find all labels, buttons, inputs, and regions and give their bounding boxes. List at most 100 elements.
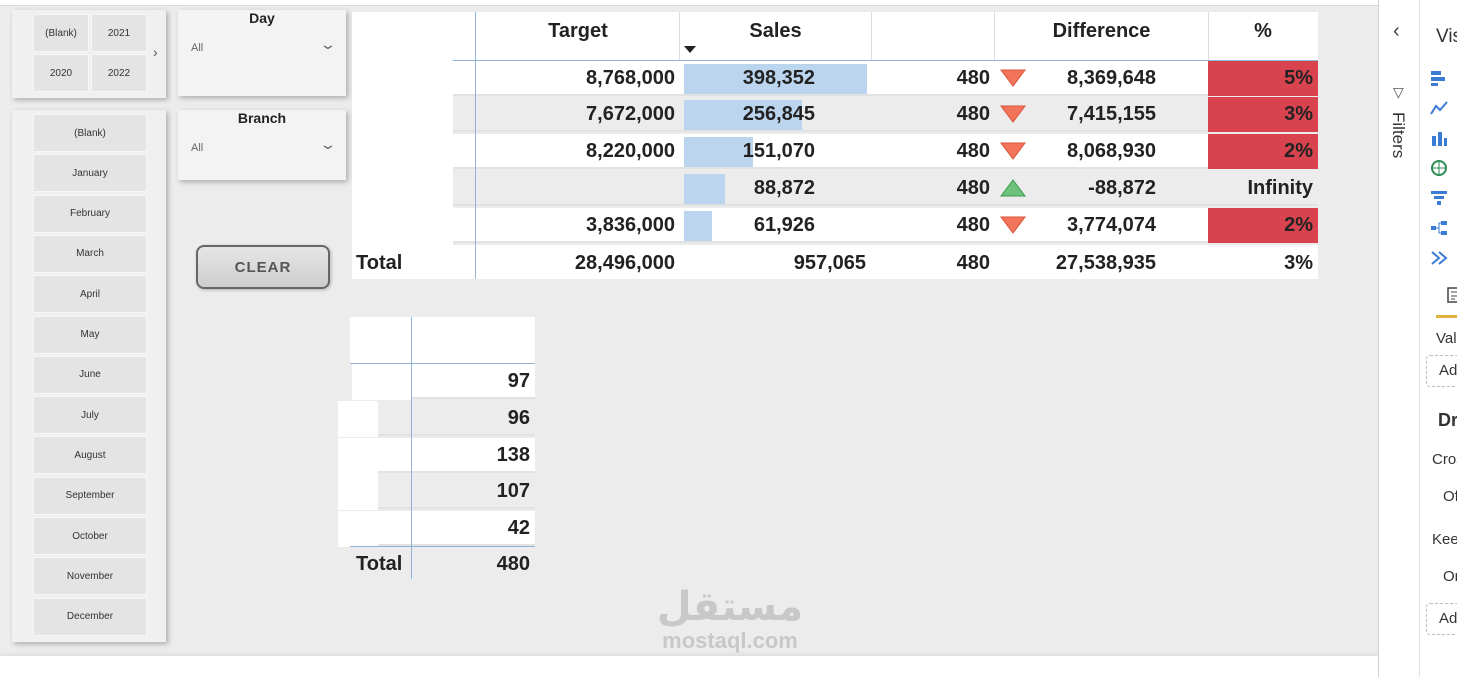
- table-row[interactable]: [453, 61, 1318, 96]
- header-percent[interactable]: %: [1254, 20, 1272, 42]
- target-cell: 3,836,000: [586, 214, 675, 236]
- sales-cell: 256,845: [742, 103, 815, 125]
- on-toggle-label[interactable]: Or: [1443, 568, 1457, 585]
- table-row[interactable]: [453, 134, 1318, 169]
- add-data-field-box[interactable]: Ad: [1426, 355, 1457, 387]
- sales-databar: [684, 100, 802, 130]
- chevron-double-icon[interactable]: [1429, 248, 1449, 268]
- trend-down-icon: [1000, 142, 1026, 160]
- sales-cell: 88,872: [753, 177, 815, 199]
- table-row[interactable]: [378, 400, 535, 436]
- month-tile[interactable]: (Blank): [33, 114, 147, 152]
- percent-highlight: [1208, 97, 1318, 132]
- row-header-mask: [352, 61, 453, 245]
- target-cell: 7,672,000: [586, 103, 675, 125]
- month-tile[interactable]: May: [33, 315, 147, 354]
- watermark-arabic: مستقل: [656, 584, 804, 630]
- trend-down-icon: [1000, 69, 1026, 87]
- column-divider: [994, 12, 995, 60]
- chevron-left-icon[interactable]: ‹: [1393, 20, 1400, 42]
- month-tile[interactable]: October: [33, 517, 147, 555]
- filters-label[interactable]: Filters: [1389, 112, 1408, 159]
- day-dropdown-value: All: [191, 42, 204, 54]
- month-tile[interactable]: April: [33, 275, 147, 314]
- table-row[interactable]: [378, 511, 535, 547]
- day-dropdown-title: Day: [249, 10, 275, 26]
- table-row[interactable]: [378, 474, 535, 510]
- count-header-underline: [350, 363, 535, 364]
- count-total-value: 480: [496, 553, 530, 575]
- percent-cell: 3%: [1284, 103, 1313, 125]
- year-tile-2020[interactable]: 2020: [33, 54, 89, 92]
- column-divider: [411, 317, 412, 579]
- year-tile-2022[interactable]: 2022: [91, 54, 147, 92]
- chevron-down-icon[interactable]: ⌄: [319, 136, 337, 152]
- table-header-bg: [352, 12, 1318, 61]
- month-tile[interactable]: January: [33, 154, 147, 193]
- month-tile[interactable]: June: [33, 355, 147, 394]
- globe-icon[interactable]: [1429, 158, 1449, 178]
- count-cell: 480: [956, 67, 990, 89]
- total-difference: 27,538,935: [1055, 252, 1156, 274]
- day-dropdown[interactable]: Day All ⌄: [178, 10, 346, 96]
- chevron-right-icon[interactable]: ›: [153, 44, 158, 60]
- total-row: [352, 245, 1318, 279]
- drill-through-label: Dr: [1438, 410, 1457, 430]
- add-data-field-label: Ad: [1439, 362, 1457, 379]
- total-percent: 3%: [1284, 252, 1313, 274]
- trend-down-icon: [1000, 105, 1026, 123]
- row-header-mask: [338, 474, 378, 511]
- stacked-bar-icon[interactable]: [1429, 68, 1449, 88]
- percent-cell: Infinity: [1247, 177, 1313, 199]
- difference-cell: 3,774,074: [1067, 214, 1156, 236]
- target-cell: 8,220,000: [586, 140, 675, 162]
- top-strip: [0, 0, 1378, 6]
- line-chart-icon[interactable]: [1429, 98, 1449, 118]
- total-count: 480: [956, 252, 990, 274]
- count-value: 42: [507, 517, 530, 540]
- table-row[interactable]: [378, 437, 535, 473]
- percent-cell: 2%: [1284, 214, 1313, 236]
- sales-databar: [684, 174, 725, 204]
- month-tile[interactable]: August: [33, 436, 147, 475]
- fields-format-icon[interactable]: [1444, 285, 1457, 305]
- add-drillthrough-label: Ad: [1439, 610, 1457, 627]
- sales-cell: 398,352: [742, 67, 815, 89]
- sales-cell: 61,926: [753, 214, 815, 236]
- month-tile[interactable]: November: [33, 557, 147, 596]
- sort-desc-icon[interactable]: [684, 46, 696, 53]
- chevron-down-icon[interactable]: ⌄: [319, 36, 337, 52]
- decomposition-tree-icon[interactable]: [1429, 218, 1449, 238]
- total-sales: 957,065: [793, 252, 866, 274]
- month-tile[interactable]: July: [33, 396, 147, 435]
- watermark: مستقل mostaql.com: [640, 585, 820, 653]
- year-tile-blank[interactable]: (Blank): [33, 14, 89, 52]
- month-tile[interactable]: September: [33, 476, 147, 515]
- branch-dropdown[interactable]: Branch All ⌄: [178, 110, 346, 180]
- month-slicer: (Blank) January February March April May June J…: [12, 110, 166, 642]
- year-tile-2021[interactable]: 2021: [91, 14, 147, 52]
- year-slicer: (Blank) 2021 2020 2022: [12, 10, 166, 98]
- sales-cell: 151,070: [742, 140, 815, 162]
- month-tile[interactable]: March: [33, 234, 147, 273]
- month-tile[interactable]: December: [33, 597, 147, 636]
- column-chart-icon[interactable]: [1429, 128, 1449, 148]
- header-difference[interactable]: Difference: [1052, 20, 1151, 42]
- filters-pane-collapsed[interactable]: ‹ ▽ Filters: [1379, 0, 1420, 677]
- header-target[interactable]: Target: [548, 20, 608, 42]
- funnel-chart-icon[interactable]: [1429, 188, 1449, 208]
- percent-highlight: [1208, 61, 1318, 96]
- visualizations-title: Vis: [1436, 26, 1457, 47]
- header-sales[interactable]: Sales: [749, 20, 802, 42]
- month-tile[interactable]: February: [33, 194, 147, 233]
- off-toggle-label[interactable]: Of: [1443, 488, 1457, 505]
- percent-cell: 2%: [1284, 140, 1313, 162]
- count-value: 96: [507, 406, 530, 429]
- table-row[interactable]: [453, 208, 1318, 243]
- count-header-bg: [350, 317, 535, 363]
- table-row[interactable]: [453, 97, 1318, 132]
- clear-button[interactable]: CLEAR: [196, 245, 330, 289]
- table-row[interactable]: [453, 171, 1318, 206]
- add-drillthrough-box[interactable]: Ad: [1426, 603, 1457, 635]
- row-header-mask: [352, 364, 412, 400]
